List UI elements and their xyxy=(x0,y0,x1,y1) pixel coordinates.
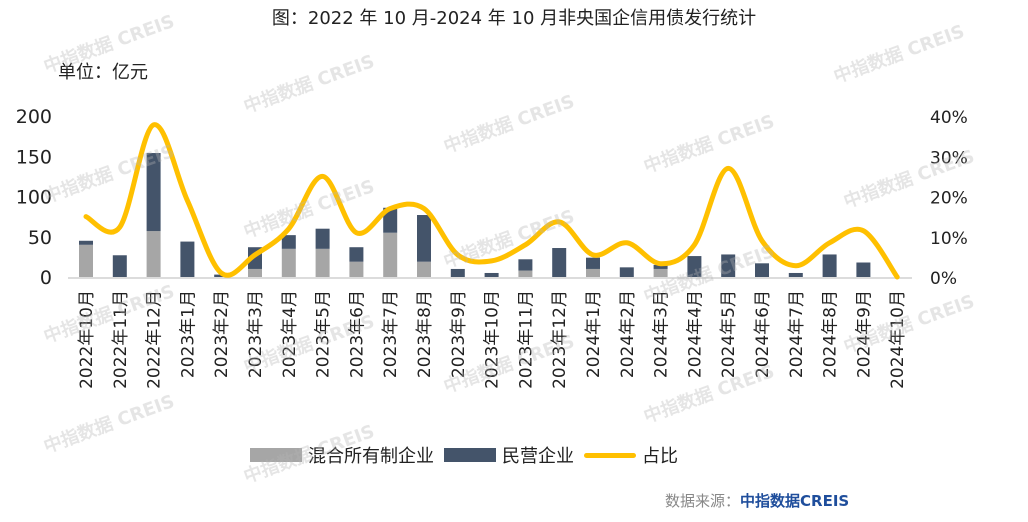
bar-mixed xyxy=(146,231,161,277)
chart-area: 0 50 100 150 200 0% 10% 20% 30% 40% 2022年10月 2022年1… xyxy=(16,106,968,389)
bar-private xyxy=(484,272,499,277)
bar-mixed xyxy=(383,232,398,277)
x-tick-label: 2023年2月 xyxy=(212,290,232,378)
x-tick-label: 2023年9月 xyxy=(449,290,469,378)
x-tick-label: 2024年2月 xyxy=(618,290,638,378)
y-right-tick: 20% xyxy=(930,189,968,209)
x-tick-label: 2023年12月 xyxy=(550,290,570,389)
x-tick-label: 2023年5月 xyxy=(314,290,334,378)
x-tick-label: 2023年10月 xyxy=(483,290,503,389)
x-tick-label: 2024年5月 xyxy=(719,290,739,378)
x-tick-label: 2024年3月 xyxy=(652,290,672,378)
bar-mixed xyxy=(417,261,431,277)
bar-mixed xyxy=(79,244,93,277)
bar-private xyxy=(112,255,127,277)
bar-private xyxy=(518,259,533,271)
legend-label: 民营企业 xyxy=(502,446,574,467)
y-right-tick: 0% xyxy=(930,269,957,289)
bar-private xyxy=(856,262,871,277)
y-left-tick: 0 xyxy=(40,267,52,289)
bar-private xyxy=(79,240,93,245)
bar-private xyxy=(721,254,736,277)
x-tick-label: 2022年11月 xyxy=(111,290,131,389)
bar-private xyxy=(281,235,296,249)
y-right-tick: 10% xyxy=(930,229,968,249)
x-tick-label: 2024年9月 xyxy=(854,290,874,378)
legend-swatch-mixed xyxy=(250,448,302,462)
y-left-tick: 150 xyxy=(16,146,52,168)
bar-private xyxy=(552,248,567,277)
y-right-tick: 30% xyxy=(930,148,968,168)
x-tick-label: 2023年3月 xyxy=(246,290,266,378)
bar-private xyxy=(619,267,634,277)
bar-private xyxy=(146,153,161,232)
bar-private xyxy=(450,268,465,277)
bar-mixed xyxy=(586,268,600,277)
bar-private xyxy=(180,241,195,277)
x-tick-label: 2023年4月 xyxy=(280,290,300,378)
legend-swatch-private xyxy=(444,448,496,462)
bar-private xyxy=(687,256,702,277)
bar-private xyxy=(383,207,398,233)
bar-mixed xyxy=(281,248,296,277)
unit-label: 单位：亿元 xyxy=(58,62,148,83)
x-tick-label: 2022年10月 xyxy=(77,290,97,389)
legend-item-private[interactable]: 民营企业 xyxy=(444,442,574,468)
x-tick-label: 2024年10月 xyxy=(888,290,908,389)
bar-private xyxy=(822,254,837,277)
x-tick-label: 2024年7月 xyxy=(787,290,807,378)
x-tick-label: 2023年6月 xyxy=(347,290,367,378)
bar-private xyxy=(417,215,431,262)
bar-private xyxy=(653,264,668,269)
legend-label: 占比 xyxy=(642,446,678,467)
x-tick-label: 2022年12月 xyxy=(145,290,165,389)
x-tick-label: 2024年1月 xyxy=(584,290,604,378)
bar-private xyxy=(315,228,330,249)
bar-mixed xyxy=(518,270,533,277)
x-tick-label: 2024年8月 xyxy=(821,290,841,378)
x-tick-label: 2023年7月 xyxy=(381,290,401,378)
ratio-line xyxy=(83,122,900,280)
bar-mixed xyxy=(248,268,262,277)
x-tick-label: 2023年8月 xyxy=(415,290,435,378)
bar-private xyxy=(586,257,600,269)
bar-mixed xyxy=(315,248,330,277)
y-left-tick: 50 xyxy=(28,227,52,249)
x-tick-label: 2024年6月 xyxy=(753,290,773,378)
y-left-tick: 100 xyxy=(16,187,52,209)
y-right-tick: 40% xyxy=(930,108,968,128)
bar-mixed xyxy=(349,261,364,277)
bar-mixed xyxy=(653,268,668,277)
legend-swatch-ratio xyxy=(584,452,636,458)
chart-title: 图：2022 年 10 月-2024 年 10 月非央国企信用债发行统计 xyxy=(271,8,757,29)
x-tick-label: 2023年1月 xyxy=(178,290,198,378)
legend-label: 混合所有制企业 xyxy=(308,446,434,467)
bar-private xyxy=(788,272,803,277)
legend-item-ratio[interactable]: 占比 xyxy=(584,442,678,468)
source-note: 数据来源：中指数据CREIS xyxy=(665,490,849,511)
legend: 混合所有制企业 民营企业 占比 xyxy=(250,442,688,468)
source-name: 中指数据CREIS xyxy=(740,492,850,510)
bar-private xyxy=(755,263,769,277)
legend-item-mixed[interactable]: 混合所有制企业 xyxy=(250,442,434,468)
bar-private xyxy=(349,247,364,262)
x-tick-label: 2023年11月 xyxy=(516,290,536,389)
source-label: 数据来源： xyxy=(665,492,741,510)
y-left-tick: 200 xyxy=(16,106,52,128)
x-tick-label: 2024年4月 xyxy=(685,290,705,378)
